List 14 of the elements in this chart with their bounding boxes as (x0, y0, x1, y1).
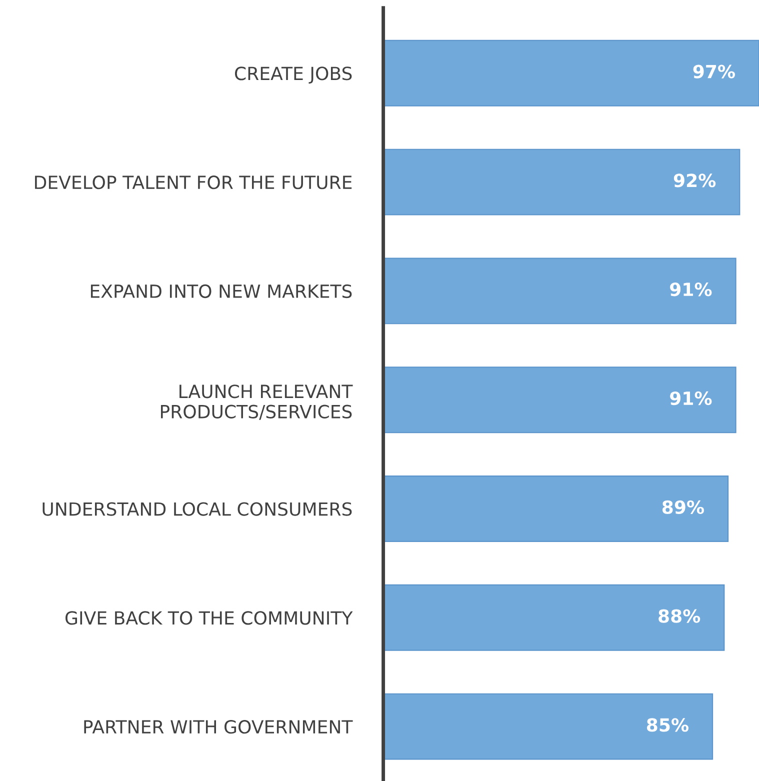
data-label: 88% (658, 609, 700, 623)
y-tick-label: UNDERSTAND LOCAL CONSUMERS (42, 502, 352, 516)
data-label: 97% (693, 64, 735, 78)
y-tick-label: DEVELOP TALENT FOR THE FUTURE (35, 176, 352, 190)
y-tick-label: PARTNER WITH GOVERNMENT (84, 720, 353, 734)
data-label: 91% (670, 282, 712, 296)
data-label: 85% (646, 718, 688, 732)
y-tick-label: LAUNCH RELEVANT PRODUCTS/SERVICES (160, 384, 353, 420)
y-tick-label: EXPAND INTO NEW MARKETS (90, 284, 352, 298)
data-label: 91% (670, 391, 712, 406)
y-tick-label: GIVE BACK TO THE COMMUNITY (66, 611, 353, 625)
data-label: 92% (674, 174, 716, 188)
data-label: 89% (662, 500, 704, 514)
y-tick-label: CREATE JOBS (234, 66, 352, 84)
